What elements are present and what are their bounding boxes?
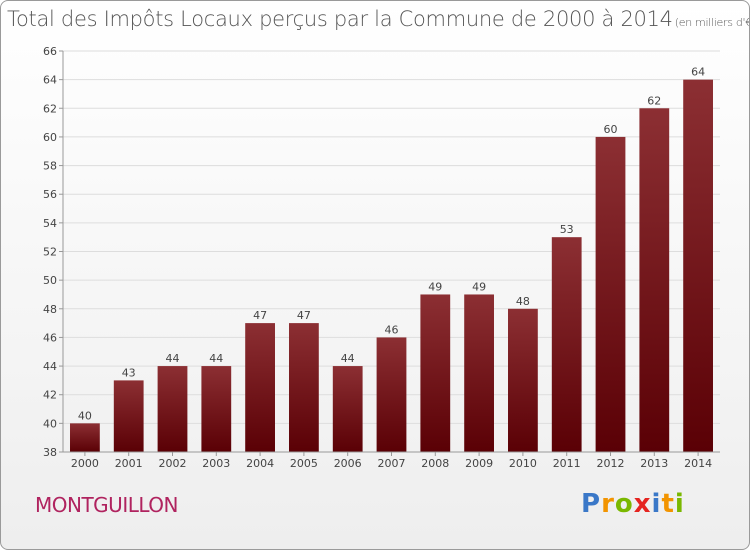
value-label-2000: 40 — [78, 409, 92, 422]
x-tick-label-2005: 2005 — [290, 457, 318, 470]
bar-2009 — [464, 294, 494, 452]
x-tick-label-2013: 2013 — [640, 457, 668, 470]
x-tick-label-2006: 2006 — [334, 457, 362, 470]
value-label-2010: 48 — [516, 295, 530, 308]
bar-2006 — [332, 366, 363, 452]
bar-2001 — [113, 380, 144, 452]
y-tick-label: 50 — [43, 274, 57, 287]
value-label-2012: 60 — [604, 123, 618, 136]
y-tick-label: 48 — [43, 303, 57, 316]
x-tick-label-2012: 2012 — [597, 457, 625, 470]
x-tick-label-2004: 2004 — [246, 457, 274, 470]
y-tick-label: 66 — [43, 45, 57, 58]
y-tick-label: 40 — [43, 417, 57, 430]
y-tick-label: 44 — [43, 360, 57, 373]
proxiti-logo: Proxiti — [581, 489, 685, 519]
bar-2007 — [376, 337, 407, 452]
bar-2014 — [683, 79, 713, 453]
logo-letter: t — [661, 489, 675, 519]
bar-2004 — [245, 323, 275, 452]
value-label-2014: 64 — [691, 66, 705, 79]
bar-2002 — [157, 366, 188, 452]
y-tick-label: 52 — [43, 246, 57, 259]
bar-2010 — [508, 308, 538, 452]
value-label-2009: 49 — [472, 280, 486, 293]
value-label-2006: 44 — [341, 352, 355, 365]
y-tick-label: 42 — [43, 389, 57, 402]
value-label-2001: 43 — [122, 366, 136, 379]
y-tick-label: 56 — [43, 188, 57, 201]
x-tick-label-2010: 2010 — [509, 457, 537, 470]
y-tick-label: 58 — [43, 160, 57, 173]
logo-letter: o — [614, 489, 634, 519]
value-label-2008: 49 — [428, 280, 442, 293]
logo-letter: x — [633, 489, 652, 519]
x-tick-label-2001: 2001 — [115, 457, 143, 470]
chart-title: Total des Impôts Locaux perçus par la Co… — [7, 7, 750, 31]
bar-2012 — [595, 136, 626, 452]
y-tick-label: 46 — [43, 331, 57, 344]
value-label-2013: 62 — [647, 94, 661, 107]
logo-letter: r — [601, 489, 615, 519]
logo-letter: i — [674, 489, 685, 519]
x-tick-label-2007: 2007 — [378, 457, 406, 470]
value-label-2002: 44 — [166, 352, 180, 365]
x-tick-label-2008: 2008 — [421, 457, 449, 470]
chart-title-text: Total des Impôts Locaux perçus par la Co… — [7, 7, 673, 31]
x-tick-label-2003: 2003 — [202, 457, 230, 470]
logo-letter: P — [581, 489, 602, 519]
value-label-2007: 46 — [385, 323, 399, 336]
x-tick-label-2011: 2011 — [553, 457, 581, 470]
value-label-2005: 47 — [297, 309, 311, 322]
y-tick-label: 62 — [43, 102, 57, 115]
y-tick-label: 60 — [43, 131, 57, 144]
bar-2003 — [201, 366, 232, 452]
bars: 40 43 44 44 47 47 44 46 49 49 48 53 60 62 64 — [70, 66, 713, 453]
y-tick-label: 38 — [43, 446, 57, 459]
bar-2008 — [420, 294, 451, 452]
logo-letter: i — [651, 489, 662, 519]
x-tick-label-2014: 2014 — [684, 457, 712, 470]
value-label-2003: 44 — [209, 352, 223, 365]
x-tick-label-2002: 2002 — [159, 457, 187, 470]
chart-unit: (en milliers d'€) — [674, 16, 750, 29]
y-tick-label: 64 — [43, 74, 57, 87]
axes: 38 40 42 44 46 48 50 52 54 56 58 60 62 64 66 2000 2001 20… — [43, 45, 720, 470]
value-label-2004: 47 — [253, 309, 267, 322]
x-tick-label-2009: 2009 — [465, 457, 493, 470]
bar-2013 — [639, 108, 670, 453]
y-tick-label: 54 — [43, 217, 57, 230]
bar-2000 — [70, 423, 100, 452]
commune-name: MONTGUILLON — [35, 493, 179, 517]
bar-2005 — [289, 323, 319, 452]
bar-2011 — [551, 237, 582, 452]
x-tick-label-2000: 2000 — [71, 457, 99, 470]
value-label-2011: 53 — [560, 223, 574, 236]
